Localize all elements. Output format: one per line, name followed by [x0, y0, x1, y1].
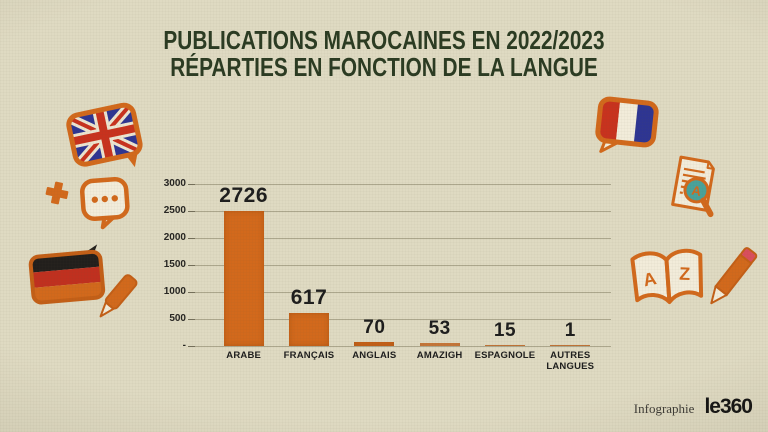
bar [223, 211, 264, 346]
le360-logo: le360 [704, 395, 753, 418]
svg-text:Z: Z [679, 264, 691, 284]
page-title-line-2: RÉPARTIES EN FONCTION DE LA LANGUE [170, 52, 598, 82]
gridline [195, 184, 611, 185]
bar-column: 15 ESPAGNOLE [472, 184, 537, 361]
gridline [195, 292, 611, 293]
y-axis-tick [188, 211, 195, 212]
open-book-a-z-icon: A Z [626, 246, 710, 316]
chat-dots-bubble-icon [78, 175, 132, 230]
bar-column: 1 AUTRES LANGUES [538, 184, 603, 372]
page-title: PUBLICATIONS MAROCAINES EN 2022/2023 RÉP… [0, 27, 768, 81]
french-flag-speech-bubble-icon [594, 96, 660, 158]
uk-flag-speech-bubble-icon [66, 102, 150, 177]
gridline [195, 238, 611, 239]
y-axis-tick [188, 346, 195, 347]
bar [354, 342, 395, 346]
document-magnifier-icon: A [666, 152, 724, 222]
marker-pen-icon [86, 268, 146, 328]
bar-value-label: 2726 [219, 184, 269, 207]
gridline [195, 346, 611, 347]
y-axis-tick [188, 265, 195, 266]
x-axis-category-label: AUTRES LANGUES [546, 350, 595, 372]
german-flag-speech-bubble-icon [26, 244, 112, 310]
y-axis-tick-label: 2500 [163, 205, 186, 216]
credit-label: Infographie [633, 401, 695, 416]
gridline [195, 211, 611, 212]
y-axis-tick-label: 1000 [163, 286, 186, 297]
bar [484, 344, 525, 346]
bar-column: 617 FRANÇAIS [276, 184, 341, 361]
bar-column: 2726 ARABE [211, 184, 276, 361]
y-axis-tick-label: 3000 [163, 178, 186, 189]
y-axis-tick-label: 2000 [163, 232, 186, 243]
bar-column: 70 ANGLAIS [342, 184, 407, 361]
svg-text:A: A [641, 268, 658, 290]
gridline [195, 319, 611, 320]
x-axis-category-label: AMAZIGH [416, 350, 463, 361]
svg-text:A: A [690, 183, 702, 200]
bars: 2726 ARABE 617 FRANÇAIS 70 ANGLAIS 53 AMAZIGH 15… [195, 184, 611, 372]
y-axis-labels: 3000 2500 2000 1500 1000 500 - [152, 178, 188, 351]
y-axis-tick-label: - [182, 340, 186, 351]
bar-value-label: 1 [564, 319, 576, 341]
y-axis-tick-label: 500 [169, 313, 186, 324]
y-axis-tick [188, 184, 195, 185]
plot-area: 2726 ARABE 617 FRANÇAIS 70 ANGLAIS 53 AMAZIGH 15… [188, 184, 611, 372]
bar-value-label: 53 [428, 318, 451, 340]
x-axis-category-label: ESPAGNOLE [474, 350, 536, 361]
y-axis-tick-label: 1500 [163, 259, 186, 270]
bar-value-label: 70 [363, 317, 386, 339]
bar [288, 312, 329, 346]
bar-column: 53 AMAZIGH [407, 184, 472, 361]
footer: Infographie le360 [633, 395, 753, 419]
bar-value-label: 15 [493, 319, 517, 341]
page-title-line-1: PUBLICATIONS MAROCAINES EN 2022/2023 [163, 25, 605, 55]
bar [419, 343, 460, 346]
y-axis-tick [188, 319, 195, 320]
y-axis-tick [188, 238, 195, 239]
x-axis-category-label: FRANÇAIS [283, 350, 335, 361]
x-axis-category-label: ANGLAIS [352, 350, 397, 361]
y-axis-tick [188, 292, 195, 293]
x-axis-category-label: ARABE [226, 350, 262, 361]
bar-value-label: 617 [290, 285, 328, 309]
gridline [195, 265, 611, 266]
bar [550, 344, 591, 346]
pencil-icon [703, 240, 759, 316]
plus-sparkle-icon [44, 180, 70, 206]
